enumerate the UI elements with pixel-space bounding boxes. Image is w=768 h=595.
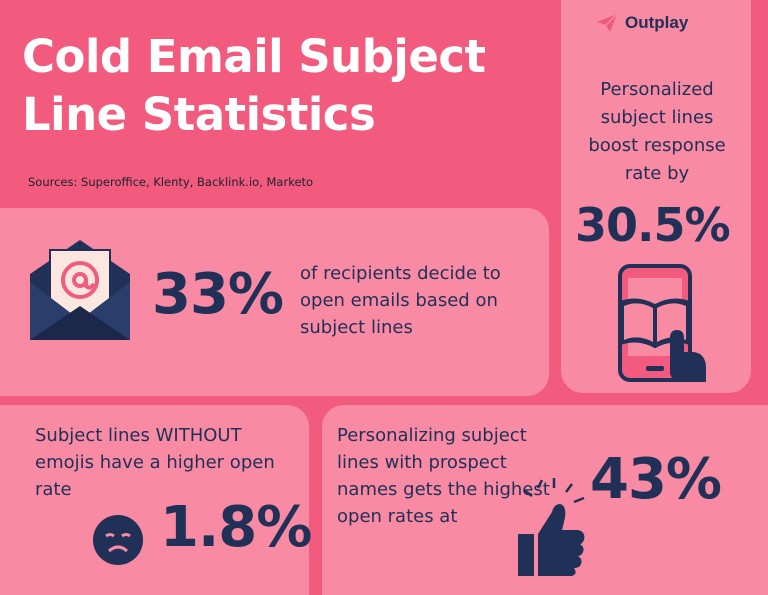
tablet-book-icon — [618, 264, 706, 382]
page-title: Cold Email Subject Line Statistics — [22, 28, 486, 144]
sad-face-icon — [93, 515, 143, 565]
names-text: Personalizing subject lines with prospec… — [337, 425, 550, 527]
emojis-text: Subject lines WITHOUT emojis have a high… — [35, 425, 275, 500]
envelope-at-icon — [30, 240, 130, 340]
sources-note: Sources: Superoffice, Klenty, Backlink.i… — [28, 175, 314, 189]
thumbs-up-icon — [518, 478, 585, 576]
emojis-card — [0, 405, 309, 595]
brand-logo: Outplay — [595, 12, 688, 34]
personalized-text: Personalized subject lines boost respons… — [588, 79, 726, 184]
brand-name: Outplay — [625, 13, 689, 32]
title-line-1: Cold Email Subject — [22, 30, 486, 83]
recipients-value: 33% — [152, 262, 284, 327]
title-line-2: Line Statistics — [22, 88, 376, 141]
names-value: 43% — [590, 447, 722, 512]
emojis-value: 1.8% — [160, 495, 312, 560]
personalized-value: 30.5% — [575, 198, 731, 252]
recipients-text: of recipients decide to open emails base… — [300, 263, 501, 338]
paper-plane-icon — [597, 13, 618, 32]
